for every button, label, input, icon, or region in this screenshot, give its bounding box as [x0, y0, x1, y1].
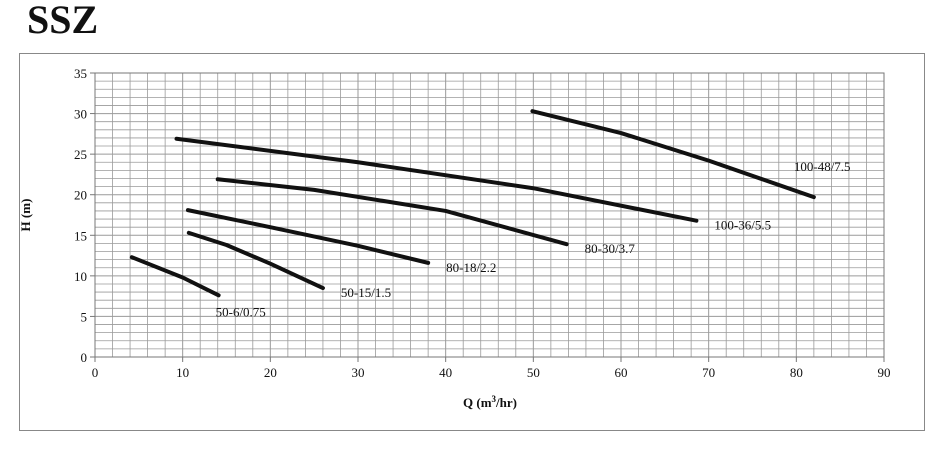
chart-title: SSZ [27, 0, 99, 42]
y-tick-label: 0 [81, 350, 88, 365]
y-tick-label: 5 [81, 309, 88, 324]
x-tick-label: 20 [264, 365, 277, 380]
series-line-100-48/7.5 [530, 109, 816, 200]
x-tick-label: 70 [702, 365, 715, 380]
series-line-50-15/1.5 [186, 230, 325, 291]
series-label: 80-30/3.7 [585, 241, 636, 256]
y-tick-label: 15 [74, 228, 87, 243]
x-tick-label: 80 [790, 365, 803, 380]
series-label: 100-48/7.5 [794, 159, 851, 174]
x-tick-label: 0 [92, 365, 99, 380]
y-tick-label: 35 [74, 66, 87, 81]
x-tick-label: 30 [352, 365, 365, 380]
series-label: 100-36/5.5 [714, 218, 771, 233]
y-tick-label: 30 [74, 107, 87, 122]
series-label: 50-15/1.5 [341, 285, 391, 300]
series-label: 80-18/2.2 [446, 260, 496, 275]
x-tick-label: 40 [439, 365, 452, 380]
axes: 0 10 20 30 40 50 60 70 80 90 0 5 10 15 20 25 30 35 [74, 66, 891, 380]
y-tick-label: 10 [74, 269, 87, 284]
plot-border [94, 72, 885, 358]
y-tick-label: 25 [74, 147, 87, 162]
chart-frame [19, 53, 925, 431]
x-tick-label: 90 [878, 365, 891, 380]
series-label: 50-6/0.75 [216, 304, 266, 319]
y-tick-label: 20 [74, 188, 87, 203]
x-tick-label: 50 [527, 365, 540, 380]
series-group: 50-6/0.75 50-15/1.5 80-18/2.2 80-30/3.7 100-… [129, 109, 851, 319]
x-axis-label: Q (m3/hr) [463, 394, 517, 410]
series-line-50-6/0.75 [129, 255, 221, 298]
series-line-100-36/5.5 [174, 136, 699, 223]
y-axis-label: H (m) [18, 199, 33, 232]
series-line-80-18/2.2 [185, 208, 431, 265]
series-line-80-30/3.7 [215, 177, 569, 247]
x-tick-label: 60 [615, 365, 628, 380]
x-tick-label: 10 [176, 365, 189, 380]
